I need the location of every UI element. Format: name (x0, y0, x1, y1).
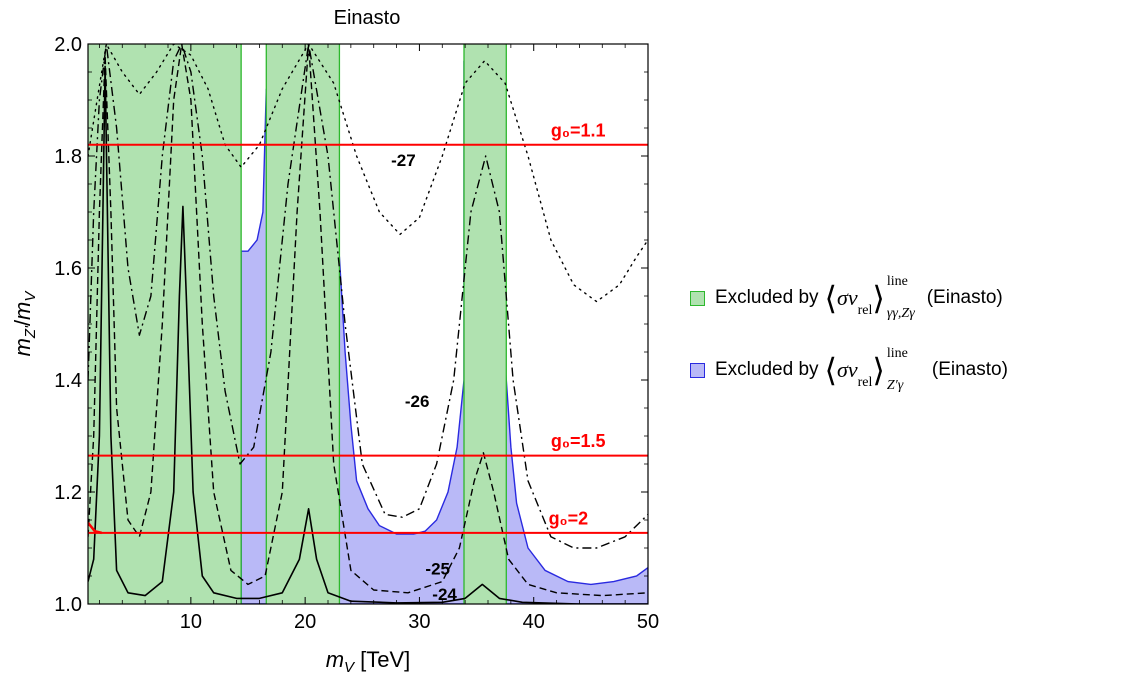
y-axis-title: mZ'/mV (10, 290, 39, 357)
y-tick-label: 1.8 (54, 146, 82, 168)
x-tick-label: 50 (637, 611, 659, 633)
x-tick-label: 20 (294, 611, 316, 633)
legend-math-green: ⟨ σv rel ⟩ line γγ,Zγ (824, 274, 915, 321)
y-tick-label: 2.0 (54, 34, 82, 56)
y-tick-label: 1.4 (54, 370, 82, 392)
axis-ticks: 10 20 30 40 50 1.0 1.2 1.4 1.6 1.8 2.0 (54, 34, 659, 633)
green-excluded-band (464, 44, 507, 604)
contour-label: -26 (405, 392, 430, 411)
legend-note-green: (Einasto) (926, 287, 1003, 308)
contour-label: -27 (391, 151, 416, 170)
g0-label: g₀=1.1 (551, 120, 606, 140)
y-tick-label: 1.6 (54, 258, 82, 280)
legend-item-green: Excluded by ⟨ σv rel ⟩ line γγ,Zγ (Einasto… (690, 274, 1003, 321)
contour-line-dotted (88, 44, 648, 303)
chart: Einasto 10 20 30 40 50 1.0 1.2 1.4 1.6 1.8 2.0 -27… (10, 7, 659, 676)
contour-line-dashdot (88, 44, 648, 549)
green-excluded-band (88, 44, 242, 604)
g0-label: g₀=2 (549, 508, 589, 528)
legend-text-green: Excluded by (715, 287, 819, 308)
x-axis-title: mV [TeV] (326, 647, 411, 676)
y-tick-label: 1.2 (54, 482, 82, 504)
contour-label: -25 (425, 559, 450, 578)
legend-note-blue: (Einasto) (931, 359, 1008, 380)
legend-text-blue: Excluded by (715, 359, 819, 380)
contour-label: -24 (432, 585, 457, 604)
legend-swatch-green (690, 290, 705, 306)
g0-line-edge (88, 522, 103, 535)
y-tick-label: 1.0 (54, 594, 82, 616)
x-tick-label: 40 (523, 611, 545, 633)
chart-labels: -27 -26 -25 -24 g₀=1.1 g₀=1.5 g₀=2 (391, 120, 605, 604)
legend-math-blue: ⟨ σv rel ⟩ line Z′γ (824, 346, 908, 393)
contour-line-solid (88, 65, 648, 604)
legend-swatch-blue (690, 362, 705, 378)
g0-label: g₀=1.5 (551, 431, 606, 451)
contour-line-dashed (88, 44, 648, 597)
plot-area (88, 44, 648, 604)
x-tick-label: 30 (408, 611, 430, 633)
legend-item-blue: Excluded by ⟨ σv rel ⟩ line Z′γ (Einasto) (690, 346, 1008, 393)
chart-title: Einasto (334, 7, 401, 29)
x-tick-label: 10 (180, 611, 202, 633)
